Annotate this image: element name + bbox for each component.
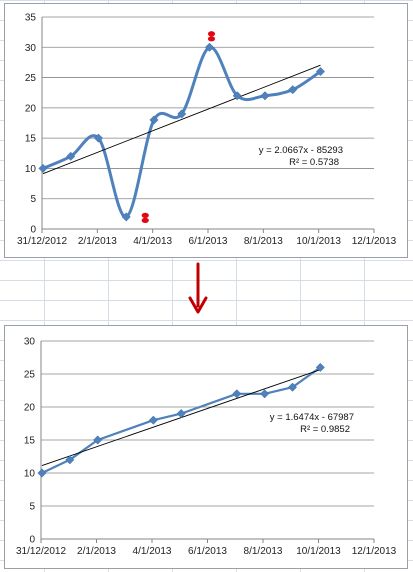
outlier-blob (207, 36, 216, 42)
data-point-marker (93, 435, 103, 445)
y-tick-label: 5 (29, 502, 35, 513)
y-tick-label: 20 (24, 403, 36, 414)
y-tick-label: 25 (25, 73, 37, 84)
y-tick-label: 0 (29, 535, 35, 546)
data-point-marker (37, 468, 47, 478)
trendline-r-squared: R² = 0.5738 (289, 157, 339, 168)
x-tick-label: 31/12/2012 (16, 546, 66, 557)
chart-outliers-removed[interactable]: 0 5 10 15 20 25 30 31/12/2012 2/1/2013 4/1/2013 6/… (4, 325, 408, 569)
chart-with-outliers-plot: 0 5 10 15 20 25 30 35 31/12/2012 2/1/2013 4/1/2013… (17, 13, 397, 248)
x-tick-label: 4/1/2013 (133, 236, 172, 247)
data-point-marker (93, 133, 104, 143)
y-tick-label: 15 (24, 436, 36, 447)
x-tick-label: 31/12/2012 (17, 236, 67, 247)
data-point-marker (148, 415, 158, 425)
data-point-marker (260, 389, 270, 399)
x-tick-label: 2/1/2013 (77, 546, 116, 557)
y-tick-label: 20 (25, 103, 37, 114)
x-tick-label: 6/1/2013 (189, 236, 228, 247)
data-point-marker (287, 382, 298, 392)
x-tick-label: 6/1/2013 (188, 546, 227, 557)
y-tick-label: 30 (24, 337, 36, 348)
y-tick-label: 25 (24, 370, 36, 381)
data-point-marker (232, 389, 242, 399)
data-point-marker (121, 212, 131, 222)
y-tick-label: 10 (25, 164, 37, 175)
data-point-marker (177, 109, 187, 119)
x-tick-label: 12/1/2013 (352, 236, 397, 247)
y-tick-label: 5 (30, 194, 36, 205)
x-tick-label: 8/1/2013 (244, 236, 283, 247)
x-tick-label: 4/1/2013 (133, 546, 172, 557)
series-line (42, 45, 322, 219)
y-tick-label: 0 (30, 225, 36, 236)
data-point-marker (288, 85, 298, 95)
chart-outliers-removed-plot: 0 5 10 15 20 25 30 31/12/2012 2/1/2013 4/1/2013 6/… (16, 337, 397, 558)
data-point-marker (149, 115, 159, 125)
outlier-blob (141, 217, 149, 223)
y-tick-label: 30 (25, 43, 37, 54)
x-tick-label: 8/1/2013 (244, 546, 283, 557)
data-point-marker (38, 163, 48, 173)
data-point-marker (66, 151, 76, 161)
outlier-blob (141, 212, 149, 218)
x-tick-label: 10/1/2013 (296, 546, 341, 557)
trendline-equation: y = 1.6474x - 67987 (270, 412, 354, 423)
outlier-marker-icon (141, 212, 149, 223)
chart-with-outliers[interactable]: 0 5 10 15 20 25 30 35 31/12/2012 2/1/2013 4/1/2013… (4, 3, 408, 258)
data-point-marker (315, 66, 326, 77)
data-point-marker (176, 409, 186, 419)
data-point-marker (315, 362, 325, 372)
trendline (42, 64, 321, 175)
y-tick-label: 15 (25, 134, 37, 145)
arrow-head (188, 296, 208, 314)
x-tick-label: 10/1/2013 (296, 236, 341, 247)
down-arrow-icon (186, 262, 210, 318)
data-point-marker (204, 42, 215, 52)
y-tick-label: 35 (25, 13, 37, 24)
trendline-equation: y = 2.0667x - 85293 (259, 145, 343, 156)
trendline-r-squared: R² = 0.9852 (300, 424, 350, 435)
data-point-marker (65, 455, 75, 465)
data-point-marker (232, 91, 242, 101)
outlier-blob (207, 31, 216, 37)
x-tick-label: 2/1/2013 (78, 236, 117, 247)
x-tick-label: 12/1/2013 (352, 546, 397, 557)
outlier-marker-icon (207, 31, 216, 42)
data-point-marker (260, 91, 270, 101)
y-tick-label: 10 (24, 469, 36, 480)
